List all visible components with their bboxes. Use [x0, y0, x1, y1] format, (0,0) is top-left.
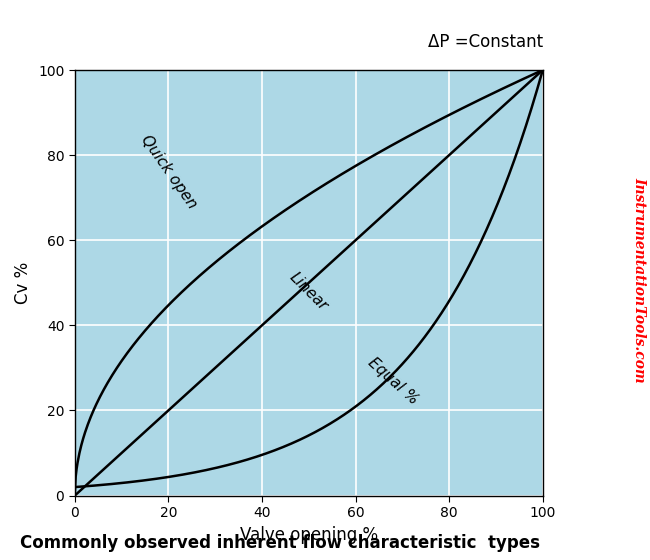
Y-axis label: Cv %: Cv % [14, 262, 32, 304]
Text: InstrumentationTools.com: InstrumentationTools.com [632, 177, 647, 383]
Text: Quick open: Quick open [138, 133, 199, 212]
Text: Linear: Linear [287, 269, 331, 314]
Text: Commonly observed inherent flow characteristic  types: Commonly observed inherent flow characte… [20, 534, 540, 552]
Text: ΔP =Constant: ΔP =Constant [428, 33, 543, 51]
Text: Equal %: Equal % [365, 354, 421, 407]
X-axis label: Valve opening %: Valve opening % [240, 526, 378, 544]
